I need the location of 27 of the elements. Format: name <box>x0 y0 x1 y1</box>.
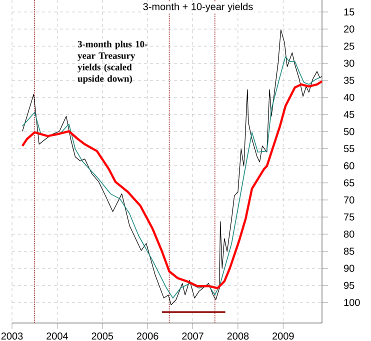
y-tick-label: 25 <box>344 42 354 50</box>
x-tick-label: 2006 <box>136 332 158 340</box>
x-tick-label: 2009 <box>272 332 294 340</box>
y-tick-label: 75 <box>344 214 354 221</box>
x-tick-label: 2007 <box>182 332 204 340</box>
x-tick-label: 2005 <box>92 332 114 340</box>
x-tick-label: 2008 <box>227 332 249 340</box>
y-tick-label: 90 <box>344 264 354 272</box>
y-tick-label: 15 <box>344 8 354 16</box>
y-tick-label: 20 <box>344 26 354 33</box>
x-tick-label: 2004 <box>46 332 68 340</box>
y-tick-label: 85 <box>344 248 354 255</box>
y-tick-label: 40 <box>344 94 354 101</box>
y-tick-label: 100 <box>344 298 360 306</box>
y-tick-label: 70 <box>344 196 354 204</box>
y-tick-label: 80 <box>344 230 354 238</box>
y-tick-label: 55 <box>344 145 354 152</box>
y-tick-label: 45 <box>344 111 354 118</box>
annotation: 3-month plus 10-year Treasury yields (scaled upside down) <box>78 40 148 84</box>
y-tick-label: 30 <box>344 60 354 67</box>
y-tick-label: 95 <box>344 282 354 289</box>
y-tick-label: 35 <box>344 76 354 84</box>
x-tick-label: 2003 <box>1 332 23 340</box>
y-tick-label: 60 <box>344 162 354 170</box>
chart-title: 3-month + 10-year yields <box>143 2 253 12</box>
y-tick-label: 65 <box>344 179 354 186</box>
y-tick-label: 50 <box>344 128 354 136</box>
